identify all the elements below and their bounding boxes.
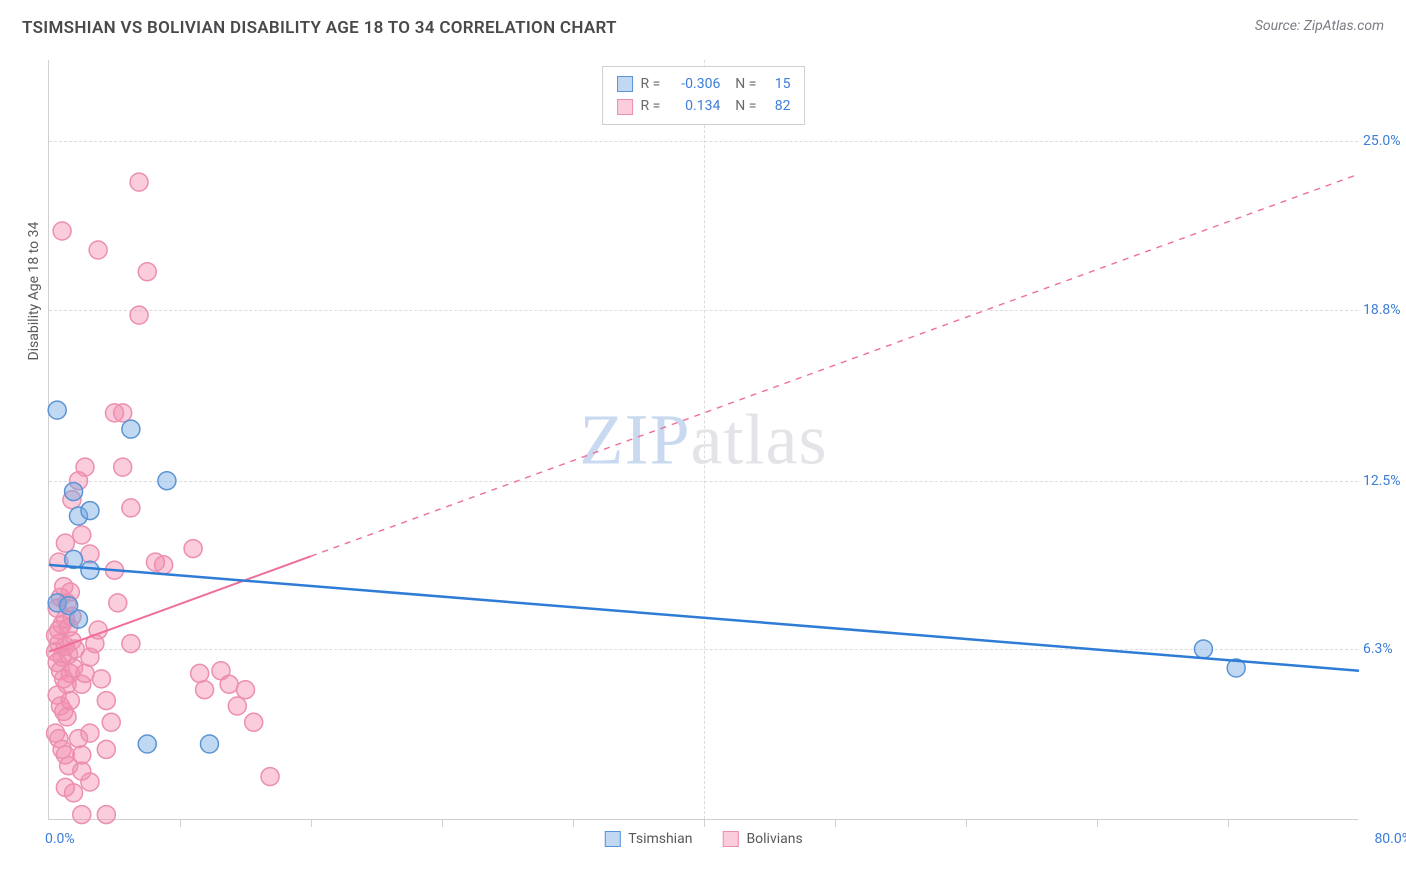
legend-r-tsimshian: -0.306 [668, 73, 720, 95]
scatter-point [196, 681, 214, 699]
scatter-point [138, 735, 156, 753]
xtick [311, 819, 312, 827]
correlation-legend: R = -0.306 N = 15 R = 0.134 N = 82 [602, 66, 806, 125]
scatter-point [97, 692, 115, 710]
ytick-label: 6.3% [1363, 641, 1406, 657]
scatter-point [261, 768, 279, 786]
scatter-point [48, 401, 66, 419]
scatter-point [200, 735, 218, 753]
scatter-point [69, 610, 87, 628]
scatter-point [114, 458, 132, 476]
scatter-point [122, 635, 140, 653]
legend-n-label-2: N = [728, 95, 756, 117]
scatter-point [191, 664, 209, 682]
scatter-point [81, 502, 99, 520]
scatter-point [130, 173, 148, 191]
xtick [835, 819, 836, 827]
legend-row-bolivians: R = 0.134 N = 82 [617, 95, 791, 117]
scatter-point [102, 713, 120, 731]
legend-r-label: R = [641, 73, 661, 95]
xtick [180, 819, 181, 827]
scatter-point [81, 724, 99, 742]
scatter-point [73, 746, 91, 764]
ytick-label: 12.5% [1363, 473, 1406, 489]
legend-label-bolivians: Bolivians [746, 831, 802, 847]
scatter-point [237, 681, 255, 699]
ytick-label: 25.0% [1363, 133, 1406, 149]
legend-label-tsimshian: Tsimshian [628, 831, 692, 847]
chart-plot-area: ZIPatlas R = -0.306 N = 15 R = 0.134 N =… [48, 60, 1358, 820]
scatter-point [81, 545, 99, 563]
scatter-point [73, 806, 91, 824]
swatch-bolivians-2 [722, 831, 738, 847]
scatter-point [76, 458, 94, 476]
legend-r-bolivians: 0.134 [668, 95, 720, 117]
scatter-point [220, 675, 238, 693]
scatter-point [81, 773, 99, 791]
legend-n-bolivians: 82 [764, 95, 790, 117]
scatter-point [184, 540, 202, 558]
xtick [1097, 819, 1098, 827]
legend-item-bolivians: Bolivians [722, 831, 802, 847]
chart-title: TSIMSHIAN VS BOLIVIAN DISABILITY AGE 18 … [22, 18, 617, 38]
xtick [573, 819, 574, 827]
scatter-point [106, 404, 124, 422]
xtick [966, 819, 967, 827]
trend-line-dashed [311, 174, 1359, 556]
scatter-point [97, 806, 115, 824]
series-legend: Tsimshian Bolivians [604, 831, 802, 847]
swatch-tsimshian [617, 76, 633, 92]
swatch-tsimshian-2 [604, 831, 620, 847]
scatter-point [158, 472, 176, 490]
scatter-point [130, 306, 148, 324]
scatter-point [122, 499, 140, 517]
scatter-point [65, 483, 83, 501]
scatter-point [89, 241, 107, 259]
trend-line [49, 565, 1359, 671]
scatter-point [81, 561, 99, 579]
legend-n-tsimshian: 15 [764, 73, 790, 95]
scatter-point [228, 697, 246, 715]
y-axis-label: Disability Age 18 to 34 [26, 222, 42, 361]
scatter-point [73, 526, 91, 544]
source-attribution: Source: ZipAtlas.com [1255, 18, 1384, 34]
legend-item-tsimshian: Tsimshian [604, 831, 692, 847]
xtick [704, 819, 705, 827]
swatch-bolivians [617, 99, 633, 115]
xtick-label: 0.0% [45, 831, 75, 847]
scatter-point [58, 708, 76, 726]
scatter-point [109, 594, 127, 612]
scatter-point [245, 713, 263, 731]
plot-svg [49, 60, 1358, 819]
scatter-point [56, 534, 74, 552]
scatter-point [1194, 640, 1212, 658]
scatter-point [138, 263, 156, 281]
xtick-label: 80.0% [1374, 831, 1406, 847]
scatter-point [76, 664, 94, 682]
ytick-label: 18.8% [1363, 302, 1406, 318]
legend-n-label: N = [728, 73, 756, 95]
scatter-point [155, 556, 173, 574]
scatter-point [61, 692, 79, 710]
scatter-point [92, 670, 110, 688]
scatter-point [122, 420, 140, 438]
scatter-point [97, 740, 115, 758]
xtick [1228, 819, 1229, 827]
legend-row-tsimshian: R = -0.306 N = 15 [617, 73, 791, 95]
legend-r-label-2: R = [641, 95, 661, 117]
scatter-point [53, 222, 71, 240]
scatter-point [65, 784, 83, 802]
xtick [442, 819, 443, 827]
